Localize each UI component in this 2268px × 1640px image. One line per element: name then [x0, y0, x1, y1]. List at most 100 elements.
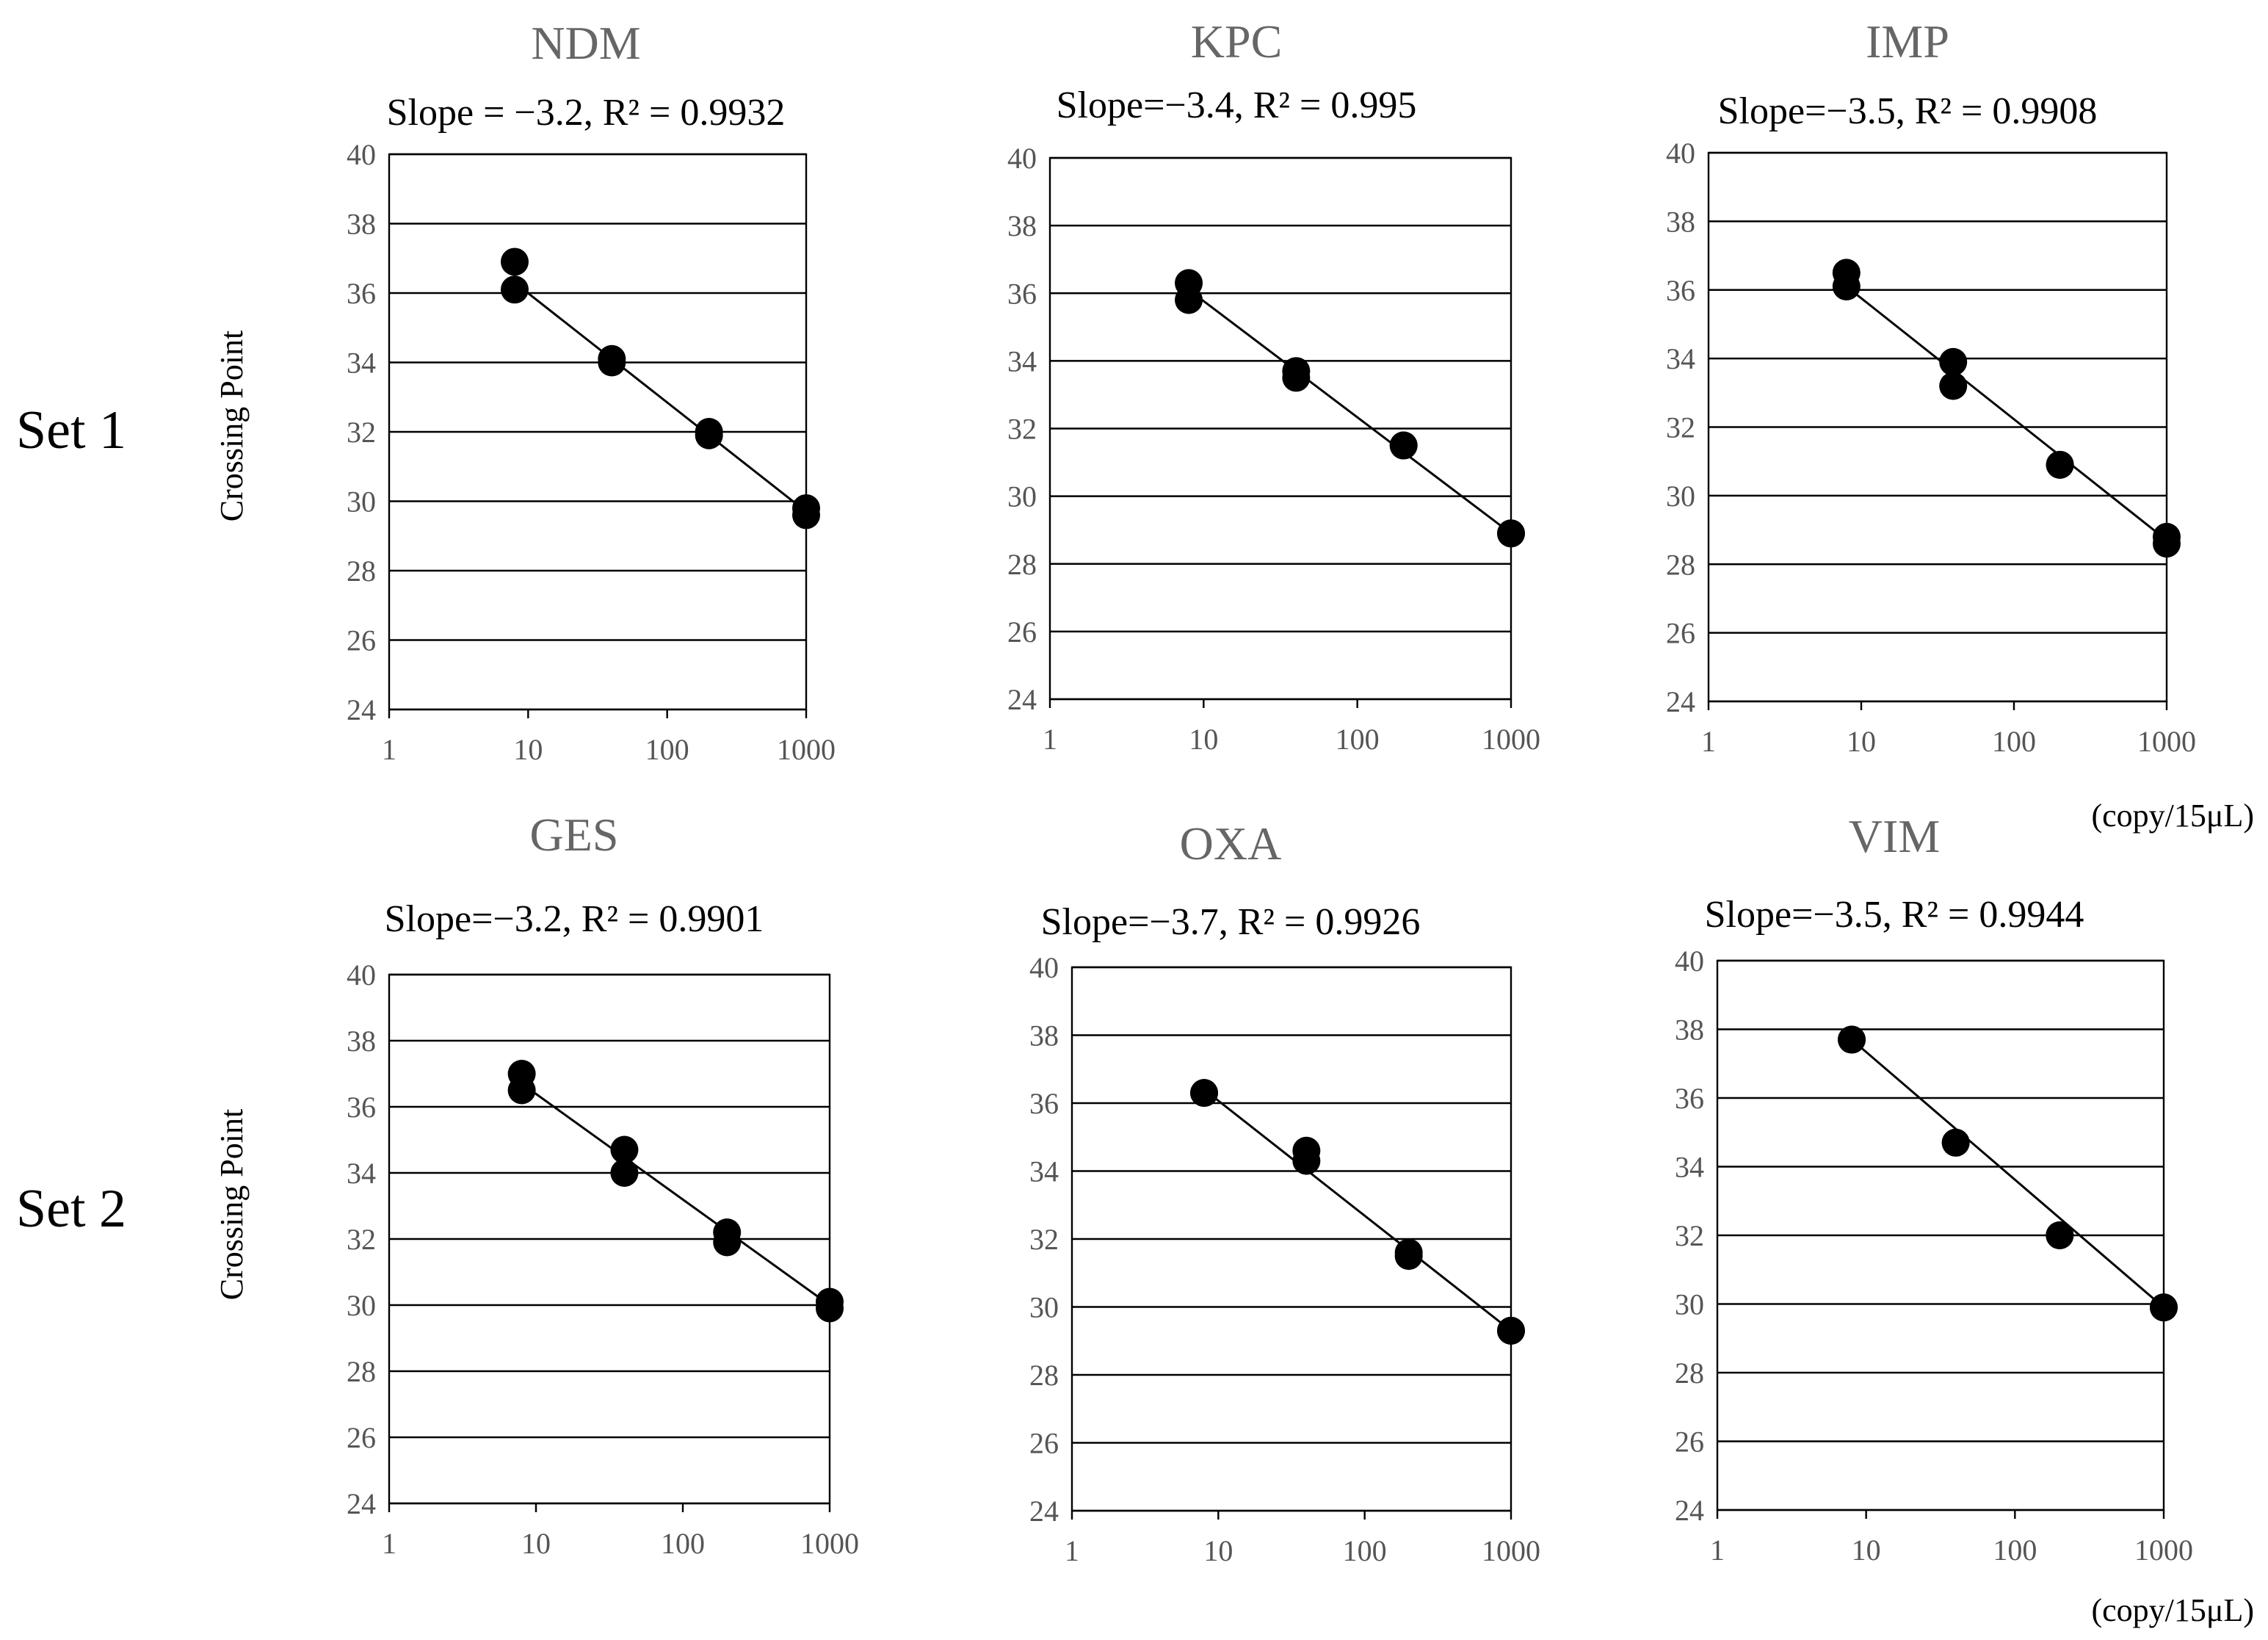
y-tick-label: 40: [1666, 137, 1695, 170]
data-point: [1190, 1079, 1219, 1108]
x-tick-label: 100: [1992, 725, 2036, 758]
y-tick-label: 26: [1666, 617, 1695, 650]
set-2-y-axis-label: Crossing Point: [214, 1109, 250, 1300]
plot-frame: [388, 973, 831, 1505]
y-tick-label: 24: [347, 693, 376, 726]
x-tick-label: 1000: [800, 1527, 859, 1560]
data-point: [610, 1135, 639, 1164]
slope-r2-label: Slope=−3.5, R² = 0.9944: [1705, 894, 2084, 936]
x-tick-label: 100: [645, 733, 689, 766]
set-1-x-unit-label: (copy/15μL): [2091, 798, 2254, 834]
x-tick-label: 10: [521, 1527, 551, 1560]
y-tick-label: 38: [1666, 205, 1695, 238]
plot-frame: [1716, 959, 2165, 1511]
x-tick-label: 1000: [777, 733, 836, 766]
plot-frame: [1048, 156, 1512, 701]
slope-r2-label: Slope=−3.5, R² = 0.9908: [1718, 90, 2098, 132]
x-tick-label: 1: [382, 733, 396, 766]
chart-oxa: 24 26 28 30 32 34 36 38 40 1 10 100 1000 OXA Slope=−3.…: [1029, 817, 1540, 1567]
y-tick-label: 24: [1029, 1495, 1059, 1528]
y-tick-label: 28: [1666, 548, 1695, 581]
fit-line: [1188, 289, 1512, 535]
chart-title: VIM: [1849, 810, 1940, 862]
y-tick-label: 34: [347, 1157, 376, 1190]
slope-r2-label: Slope = −3.2, R² = 0.9932: [387, 92, 786, 134]
fit-line: [1203, 1088, 1512, 1332]
y-tick-label: 30: [347, 485, 376, 519]
data-point: [1939, 372, 1968, 400]
data-point: [1497, 1316, 1525, 1345]
y-tick-label: 34: [1666, 342, 1695, 375]
data-point: [1394, 1242, 1423, 1271]
chart-title: KPC: [1191, 15, 1283, 68]
y-tick-label: 32: [1666, 411, 1695, 444]
y-tick-label: 26: [1675, 1426, 1704, 1459]
y-tick-label: 38: [347, 208, 376, 241]
y-tick-label: 28: [1029, 1359, 1059, 1392]
x-tick-label: 1000: [1482, 1534, 1540, 1567]
data-point: [2153, 530, 2181, 558]
plot-frame: [388, 153, 808, 711]
y-tick-label: 38: [1007, 209, 1037, 242]
set-1-label: Set 1: [16, 400, 126, 460]
x-tick-label: 10: [1847, 725, 1876, 758]
data-point: [598, 348, 626, 377]
y-tick-label: 24: [347, 1487, 376, 1520]
y-tick-label: 40: [1007, 142, 1037, 175]
x-tick-label: 1000: [1482, 723, 1540, 756]
y-tick-label: 24: [1666, 685, 1695, 718]
chart-ndm: 24 26 28 30 32 34 36 38 40 1 10 100 1000 NDM Slope = −…: [347, 17, 836, 766]
data-point: [507, 1076, 536, 1105]
fit-line: [1845, 285, 2167, 541]
y-tick-label: 40: [1029, 951, 1059, 984]
x-tick-label: 10: [1189, 723, 1218, 756]
x-tick-label: 1: [1701, 725, 1716, 758]
data-point: [1838, 1025, 1866, 1054]
chart-kpc: 24 26 28 30 32 34 36 38 40 1 10 100 1000 KPC Slope=−3.…: [1007, 15, 1540, 756]
y-tick-label: 26: [1029, 1427, 1059, 1460]
y-tick-label: 30: [1675, 1288, 1704, 1321]
plot-frame: [1070, 966, 1512, 1512]
y-tick-label: 38: [1029, 1019, 1059, 1052]
y-tick-label: 28: [1007, 548, 1037, 581]
slope-r2-label: Slope=−3.2, R² = 0.9901: [385, 898, 764, 940]
data-point: [695, 421, 723, 449]
y-tick-label: 36: [1007, 277, 1037, 310]
fit-line: [521, 1083, 830, 1307]
set-1-y-axis-label: Crossing Point: [214, 330, 250, 521]
y-tick-label: 26: [347, 624, 376, 657]
y-tick-label: 36: [347, 277, 376, 310]
chart-imp: 24 26 28 30 32 34 36 38 40 1 10 100 1000 IMP Slope=−3.…: [1666, 15, 2196, 758]
data-point: [610, 1159, 639, 1187]
y-tick-label: 30: [347, 1289, 376, 1322]
x-tick-label: 1: [1043, 723, 1057, 756]
y-tick-label: 24: [1675, 1494, 1704, 1527]
data-point: [1175, 286, 1203, 314]
data-point: [2046, 450, 2074, 479]
data-point: [713, 1228, 742, 1257]
chart-title: OXA: [1180, 817, 1282, 870]
plot-frame: [1707, 151, 2168, 703]
x-tick-label: 100: [1336, 723, 1380, 756]
fit-line: [514, 281, 807, 513]
slope-r2-label: Slope=−3.7, R² = 0.9926: [1041, 901, 1421, 943]
data-point: [500, 275, 529, 304]
set-2-x-unit-label: (copy/15μL): [2091, 1592, 2254, 1628]
x-tick-label: 1000: [2134, 1534, 2193, 1567]
y-tick-label: 36: [1029, 1087, 1059, 1120]
y-tick-label: 34: [1007, 344, 1037, 378]
slope-r2-label: Slope=−3.4, R² = 0.995: [1057, 84, 1417, 126]
y-tick-label: 30: [1029, 1291, 1059, 1324]
y-tick-label: 32: [1675, 1219, 1704, 1252]
data-point: [792, 501, 820, 530]
x-tick-label: 10: [1203, 1534, 1233, 1567]
y-tick-label: 30: [1666, 480, 1695, 513]
data-point: [1832, 272, 1861, 301]
data-point: [1939, 347, 1968, 376]
x-tick-label: 1: [1710, 1534, 1725, 1567]
y-tick-label: 28: [347, 1355, 376, 1388]
y-tick-label: 40: [347, 138, 376, 171]
chart-vim: 24 26 28 30 32 34 36 38 40 1 10 100 1000 VIM Slope=−3.…: [1675, 810, 2193, 1567]
y-tick-label: 28: [1675, 1357, 1704, 1390]
